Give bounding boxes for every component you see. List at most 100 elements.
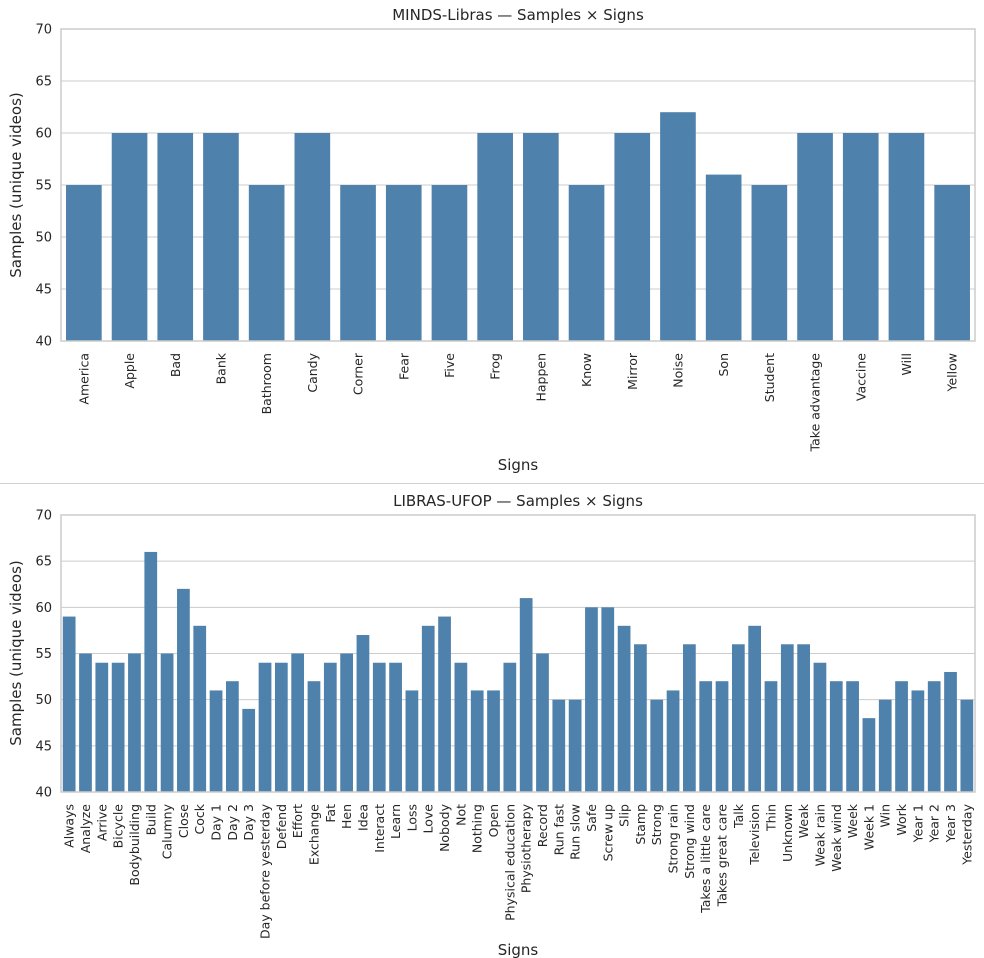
bar [797,133,833,341]
bar [601,607,615,792]
x-tick-label: Fear [396,352,411,380]
x-tick-label: Safe [584,804,599,832]
x-tick-label: Weak rain [812,804,827,866]
x-tick-label: Work [894,803,909,835]
bar [160,653,174,792]
x-tick-label: Learn [388,804,403,839]
bar [226,681,239,792]
bar [895,681,908,792]
bar [731,644,745,792]
x-tick-label: Unknown [780,804,795,862]
x-tick-label: Run slow [568,804,583,860]
x-tick-label: Noise [670,353,685,388]
bar [157,133,194,341]
minds-libras-chart: MINDS-Libras — Samples × Signs 40 45 50 55 6… [7,6,976,474]
y-tick-label: 55 [35,179,52,194]
x-axis-label: Signs [498,941,539,958]
bar [503,662,517,792]
x-tick-label: Son [716,353,731,377]
x-tick-label: Happen [533,353,548,402]
bar [748,625,762,792]
x-tick-label: Loss [404,804,419,831]
x-tick-label: Always [62,804,77,848]
bar [79,653,92,792]
bar [203,133,239,341]
x-tick-label: Television [747,804,762,866]
bar [764,681,778,792]
bar [431,185,468,341]
y-tick-label: 45 [35,739,52,754]
y-axis-label: Samples (unique videos) [7,92,25,278]
x-tick-label: Will [899,353,914,376]
bar [340,185,376,341]
y-tick-label: 50 [35,693,52,708]
x-tick-label: Nobody [437,803,452,852]
x-tick-label: Takes great care [715,804,730,908]
x-tick-label: Frog [488,353,503,380]
bar [177,588,190,792]
bar [862,718,876,792]
bar [568,185,605,341]
x-tick-label: Love [421,804,436,834]
bar [944,671,957,792]
bar [536,653,549,792]
x-tick-label: Cock [192,803,207,834]
x-tick-label: Corner [351,352,366,395]
bar [62,616,76,792]
x-tick-label: Fat [323,804,338,823]
x-tick-label: Slip [617,804,632,827]
bar [144,551,158,792]
bar [634,644,647,792]
y-tick-label: 60 [35,601,52,616]
bar [614,133,651,341]
plot-frame [60,514,976,793]
x-tick-label: Bicycle [111,804,126,849]
x-tick-label: Day 1 [209,804,224,841]
x-tick-label: Idea [355,804,370,831]
x-tick-label: Strong rain [666,804,681,873]
bar [519,598,533,792]
x-tick-label: Bodybuilding [127,804,142,886]
bar [842,133,879,341]
x-tick-label: Bad [168,353,183,377]
y-tick-label: 65 [35,555,52,570]
bar [66,185,102,341]
bar [111,133,148,341]
chart-title: LIBRAS-UFOP — Samples × Signs [393,492,643,510]
bar [650,699,664,792]
x-tick-label: Nothing [470,804,485,853]
x-tick-label: Week 1 [861,804,876,850]
x-tick-label: Win [878,804,893,827]
bar [927,681,941,792]
bar [617,625,631,792]
y-tick-label: 70 [35,23,52,38]
x-tick-label: Bank [213,352,228,384]
x-tick-label: Weak [796,803,811,838]
bar [911,690,925,792]
bar [389,662,402,792]
grid [61,28,975,342]
bar [487,690,500,792]
y-tick-label: 45 [35,283,52,298]
x-tick-label: Physiotherapy [519,803,534,893]
plot-frame [60,28,976,342]
bar [340,653,353,792]
bar [660,112,696,341]
bar [477,133,513,341]
x-tick-label: Analyze [78,804,93,854]
bar [291,653,305,792]
x-tick-label: Apple [122,353,137,389]
bar [960,699,974,792]
bar [385,185,422,341]
y-ticks: 40 45 50 55 60 65 70 [35,509,52,801]
y-tick-label: 65 [35,75,52,90]
bar [829,681,843,792]
bar [568,699,582,792]
x-tick-label: Strong [649,804,664,845]
x-tick-label: Calumny [160,803,175,859]
y-tick-label: 40 [35,786,52,801]
x-tick-label: America [76,353,91,405]
bar [683,644,696,792]
y-axis-label: Samples (unique videos) [7,560,25,746]
